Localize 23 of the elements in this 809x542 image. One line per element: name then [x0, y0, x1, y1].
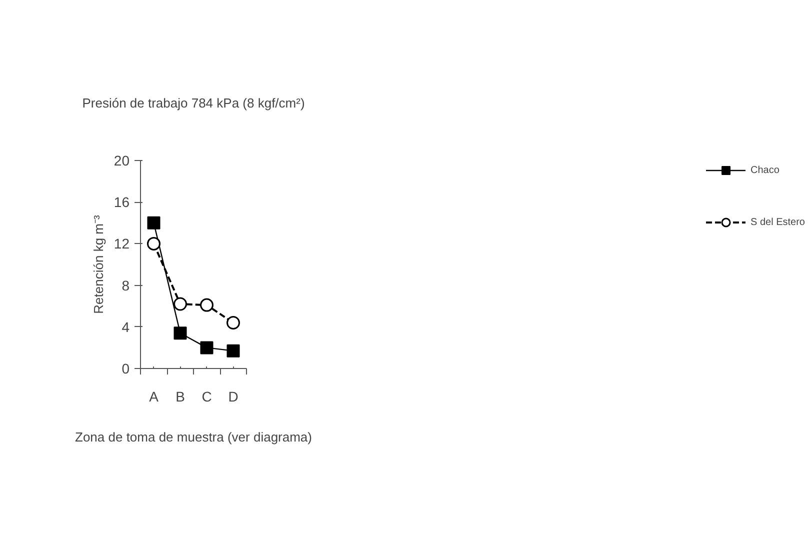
x-tick-label: A	[149, 388, 160, 404]
y-tick-label: 12	[114, 236, 130, 252]
point	[174, 297, 187, 311]
point	[174, 326, 187, 340]
legend-label: S del Estero	[750, 216, 805, 228]
x-tick-label: B	[176, 388, 185, 404]
point	[147, 216, 160, 230]
y-tick-label: 4	[122, 318, 130, 335]
point	[200, 298, 214, 312]
y-tick-label: 16	[114, 194, 130, 210]
point	[226, 316, 240, 330]
y-tick-label: 20	[114, 152, 130, 168]
point	[226, 344, 240, 358]
x-axis-title: Zona de toma de muestra (ver diagrama)	[75, 430, 312, 444]
x-tick-label: C	[202, 388, 212, 404]
y-tick-label: 8	[122, 277, 130, 294]
legend-label: Chaco	[750, 164, 780, 176]
point	[200, 341, 214, 354]
y-axis-title: Retención kg m⁻³	[90, 214, 106, 314]
chart-title: Presión de trabajo 784 kPa (8 kgf/cm²)	[82, 96, 305, 110]
y-tick-label: 0	[122, 360, 130, 376]
point	[147, 236, 160, 250]
x-tick-label: D	[228, 388, 238, 404]
